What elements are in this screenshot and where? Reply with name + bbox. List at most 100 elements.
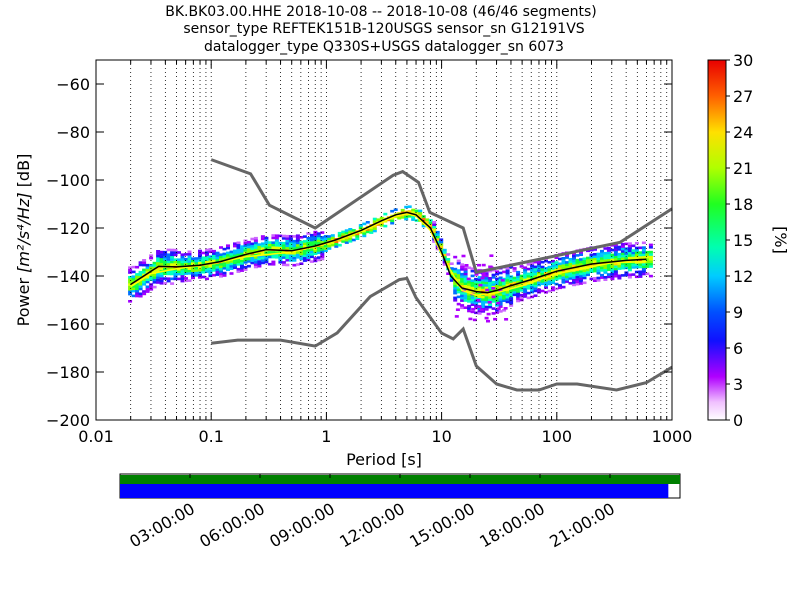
psd-cell	[537, 288, 541, 292]
psd-cell	[481, 286, 486, 289]
psd-cell	[641, 255, 646, 259]
timeline-tick-label: 21:00:00	[546, 499, 618, 551]
psd-cell	[603, 264, 608, 267]
psd-cell	[229, 272, 234, 275]
psd-cell	[243, 241, 248, 245]
psd-cell	[596, 255, 601, 258]
psd-cell	[610, 272, 615, 276]
psd-cell	[537, 269, 541, 272]
psd-cell	[638, 246, 643, 250]
psd-cell	[278, 241, 283, 245]
psd-cell	[170, 248, 175, 252]
psd-cell	[509, 265, 514, 269]
colorbar-tick-label: 3	[733, 375, 743, 394]
psd-cell	[166, 255, 171, 259]
psd-cell	[320, 257, 325, 261]
psd-cell	[477, 288, 482, 291]
psd-cell	[253, 236, 258, 240]
grid-lines	[130, 60, 668, 420]
psd-statistics	[130, 211, 647, 296]
psd-cell	[302, 252, 307, 255]
psd-cell	[485, 288, 490, 292]
psd-cell	[551, 279, 555, 282]
psd-cell	[467, 295, 472, 298]
psd-cell	[222, 267, 227, 270]
psd-cell	[131, 294, 136, 298]
psd-cell	[512, 291, 517, 294]
psd-cell	[288, 242, 293, 245]
psd-cell	[596, 257, 601, 261]
psd-cell	[236, 241, 241, 245]
psd-cell	[383, 212, 388, 216]
psd-cell	[135, 294, 140, 298]
psd-cell	[470, 274, 475, 278]
psd-cell	[505, 293, 510, 296]
psd-cell	[271, 260, 276, 264]
psd-cell	[264, 244, 269, 247]
psd-cell	[516, 292, 521, 296]
psd-cell	[502, 270, 507, 274]
psd-cell	[131, 270, 136, 274]
psd-cell	[596, 279, 601, 282]
psd-cell	[159, 279, 164, 283]
psd-cell	[170, 282, 175, 285]
psd-cell	[156, 281, 161, 284]
psd-cell	[502, 294, 507, 298]
psd-cell	[236, 253, 241, 257]
psd-cell	[170, 255, 175, 259]
psd-cell	[505, 281, 510, 284]
psd-cell	[509, 282, 514, 286]
psd-cell	[491, 273, 496, 277]
psd-cell	[295, 263, 300, 266]
psd-cell	[250, 244, 255, 248]
psd-cell	[540, 260, 545, 264]
psd-cell	[613, 262, 618, 266]
psd-cell	[456, 290, 461, 294]
psd-cell	[142, 263, 147, 267]
psd-cell	[613, 246, 618, 249]
psd-cell	[166, 270, 171, 273]
psd-cell	[205, 270, 209, 273]
psd-cell	[271, 246, 276, 249]
psd-cell	[149, 256, 154, 260]
psd-cell	[606, 266, 611, 269]
psd-cell	[201, 251, 206, 255]
psd-cell	[208, 250, 213, 254]
psd-cell	[285, 239, 290, 243]
psd-cell	[624, 266, 629, 270]
colorbar-ticks: 0 3 6 9 12 15 18 21 24 27 30	[726, 51, 753, 430]
psd-cell	[411, 211, 416, 214]
psd-cell	[327, 237, 332, 241]
psd-cell	[156, 252, 161, 255]
psd-cell	[470, 303, 475, 306]
psd-cell	[537, 274, 541, 277]
psd-cell	[572, 264, 576, 267]
psd-cell	[400, 216, 405, 219]
colorbar-tick-label: 0	[733, 411, 743, 430]
psd-cell	[299, 240, 304, 244]
psd-cell	[489, 254, 494, 257]
psd-cell	[565, 263, 569, 267]
psd-cell	[486, 319, 490, 323]
psd-cell	[250, 247, 255, 250]
psd-cell	[142, 261, 147, 264]
psd-cell	[488, 286, 493, 290]
x-axis-label: Period [s]	[346, 450, 422, 469]
psd-cell	[418, 214, 423, 217]
psd-cell	[460, 272, 465, 276]
psd-cell	[212, 259, 216, 263]
psd-cell	[299, 243, 304, 246]
psd-cell	[208, 274, 213, 278]
psd-cell	[463, 296, 468, 300]
psd-cell	[456, 269, 461, 272]
psd-cell	[505, 300, 510, 304]
psd-cell	[600, 264, 604, 267]
psd-cell	[481, 273, 486, 277]
psd-cell	[627, 263, 632, 267]
psd-cell	[229, 250, 234, 254]
psd-cell	[309, 260, 314, 263]
psd-cell	[638, 253, 643, 257]
psd-cell	[432, 233, 437, 236]
psd-cell	[491, 297, 496, 301]
psd-cell	[226, 266, 230, 269]
